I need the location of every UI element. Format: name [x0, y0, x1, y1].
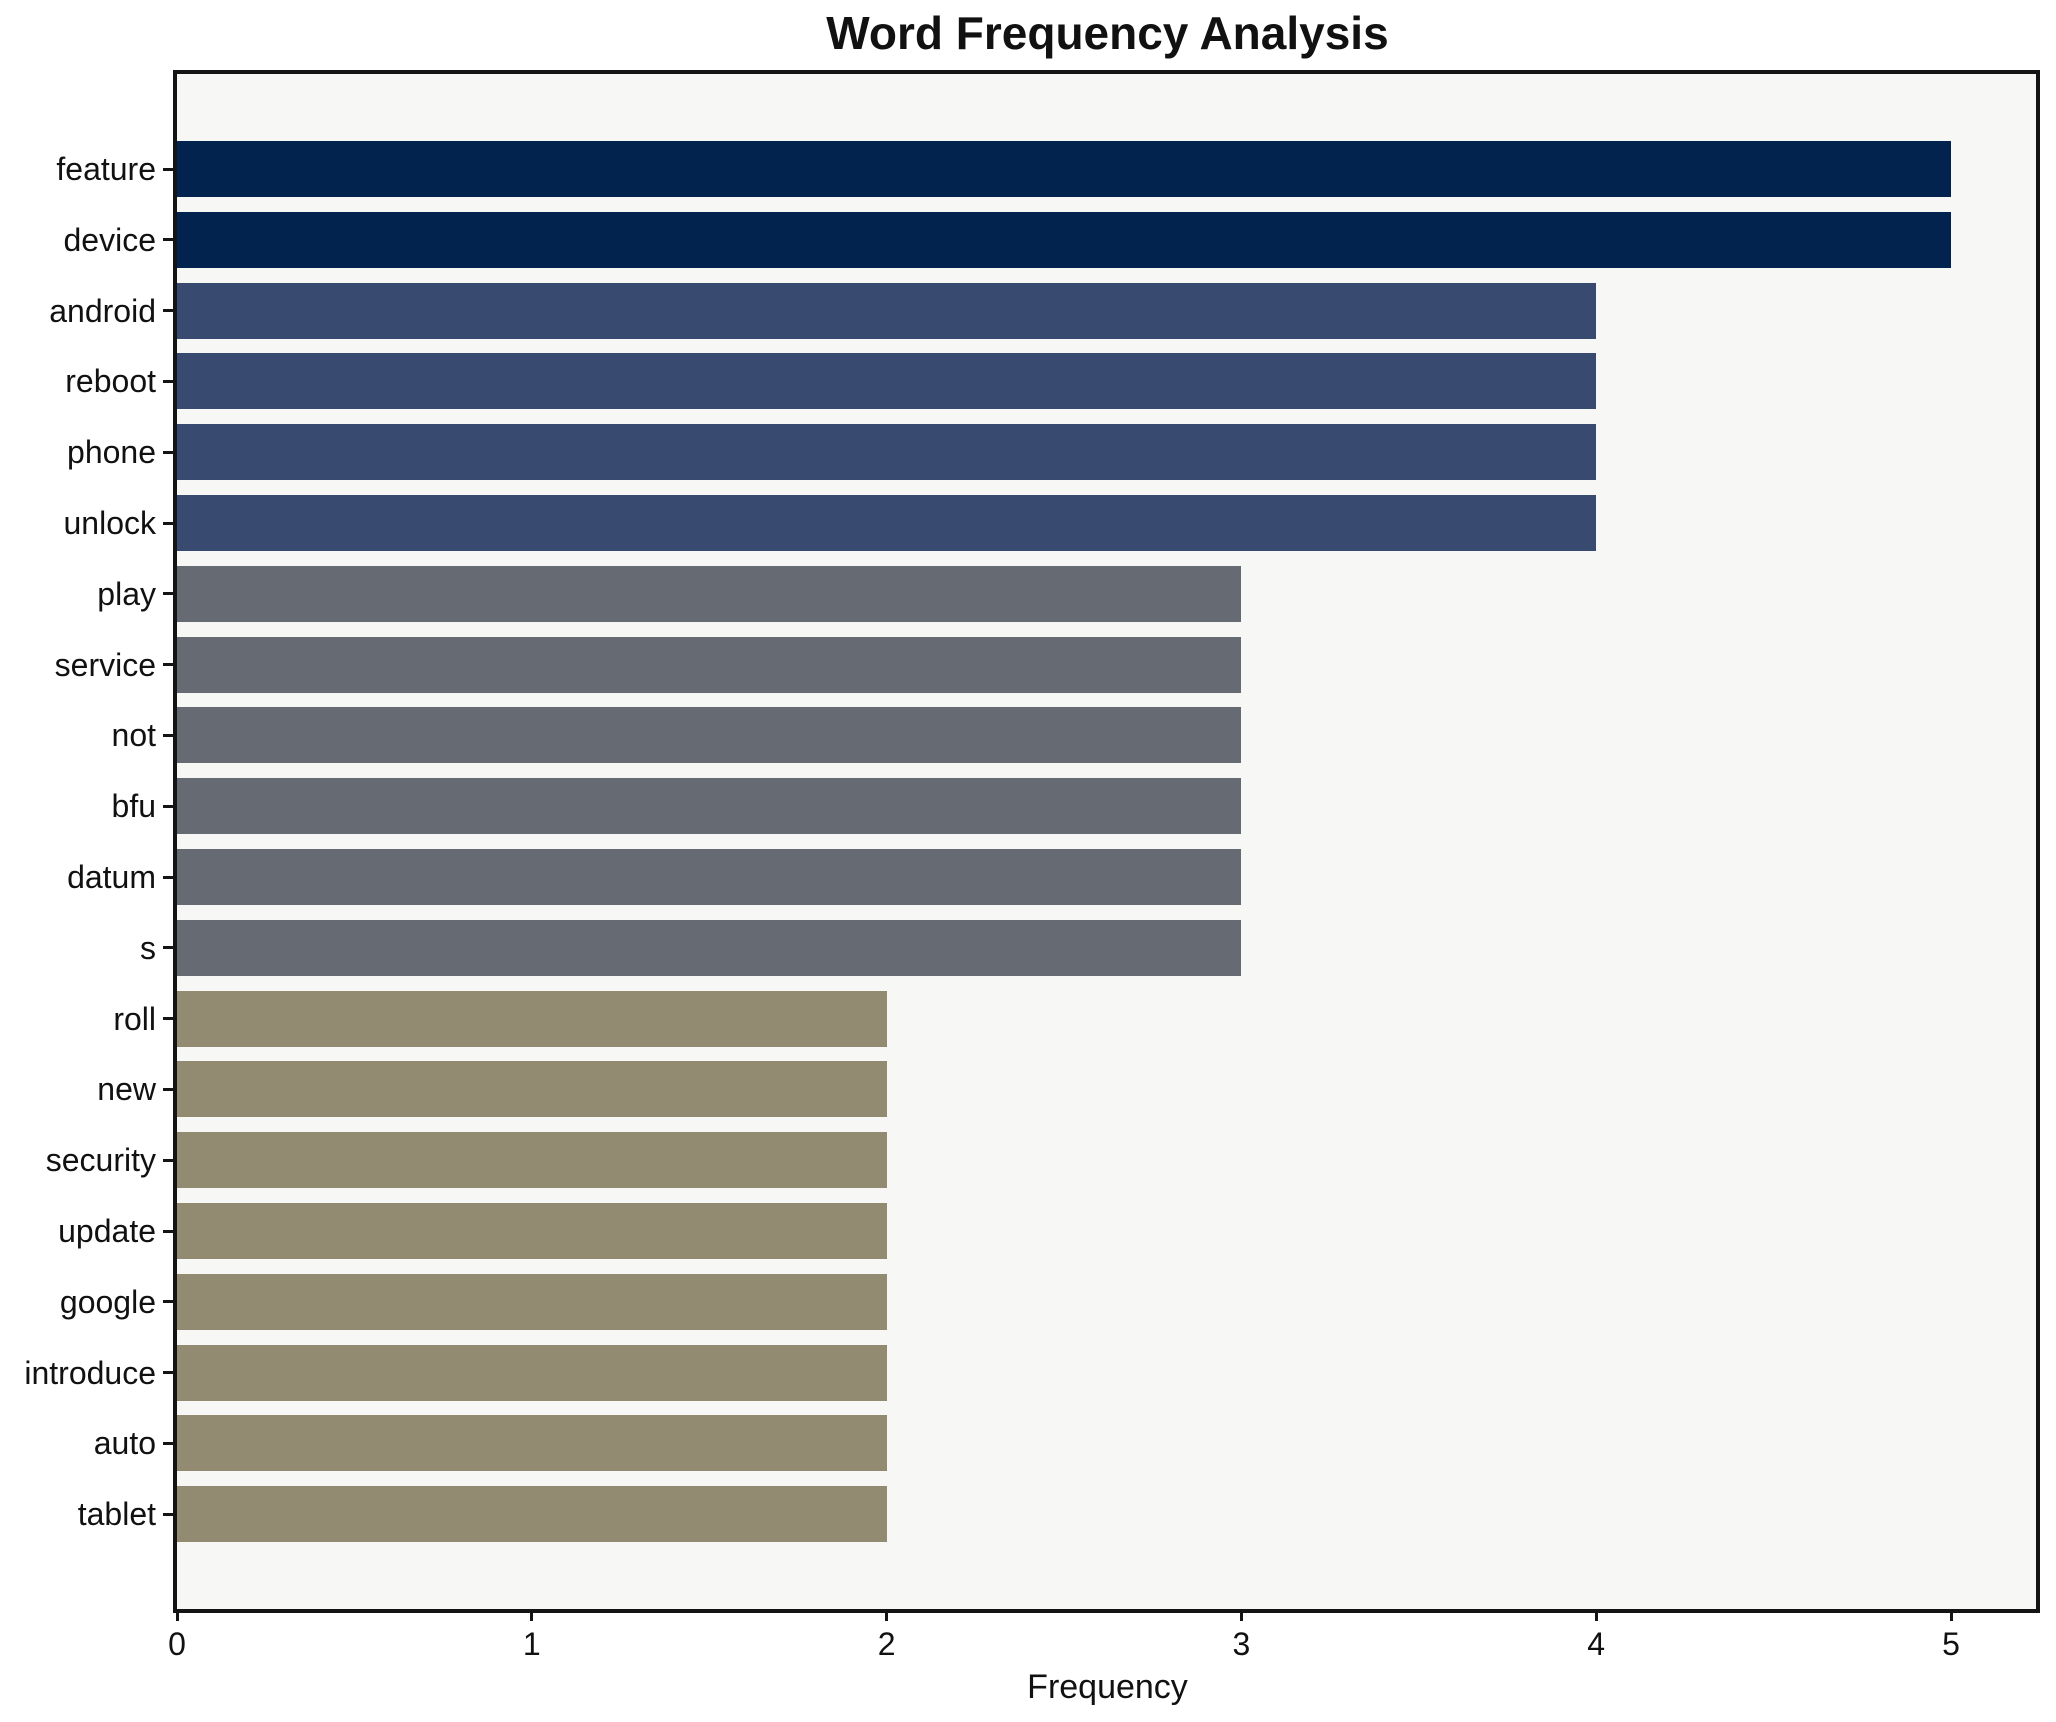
bar [177, 565, 1242, 622]
y-tick-label: datum [67, 859, 156, 895]
bar [177, 282, 1597, 339]
bar [177, 919, 1242, 976]
y-tick-label: reboot [65, 363, 156, 400]
bar [177, 1203, 887, 1259]
y-tick-label: not [111, 717, 156, 754]
y-tick-label: device [63, 221, 157, 258]
bar [177, 211, 1951, 268]
y-tick-mark [163, 309, 173, 313]
y-tick-mark [163, 521, 173, 525]
y-tick-mark [163, 1300, 173, 1304]
y-tick-mark [163, 663, 173, 667]
y-tick-label: tablet [77, 1496, 156, 1533]
y-tick-label: s [140, 929, 156, 966]
x-tick-mark [530, 1609, 534, 1621]
y-tick-label: google [59, 1283, 156, 1320]
y-tick-label: roll [113, 1000, 156, 1037]
y-tick-mark [163, 1087, 173, 1091]
y-tick-mark [163, 1371, 173, 1375]
y-tick-mark [163, 875, 173, 879]
bar [177, 353, 1597, 410]
y-tick-label: new [97, 1071, 156, 1108]
bar [177, 849, 1242, 905]
y-tick-label: bfu [111, 788, 156, 825]
y-tick-mark [163, 804, 173, 808]
x-tick-mark [885, 1609, 889, 1621]
bar [177, 1132, 887, 1189]
x-tick-mark [1239, 1609, 1243, 1621]
x-tick-label: 0 [168, 1626, 186, 1662]
bar [177, 424, 1597, 481]
bar [177, 1273, 887, 1330]
y-tick-mark [163, 379, 173, 383]
x-axis-label: Frequency [1027, 1668, 1188, 1706]
y-tick-mark [163, 592, 173, 596]
y-tick-mark [163, 1512, 173, 1516]
y-tick-label: update [58, 1213, 156, 1249]
y-tick-label: unlock [63, 505, 157, 541]
y-tick-mark [163, 238, 173, 242]
y-tick-mark [163, 450, 173, 454]
x-tick-label: 5 [1942, 1626, 1960, 1662]
y-tick-mark [163, 1441, 173, 1445]
plot-area [173, 70, 2040, 1613]
y-tick-mark [163, 1158, 173, 1162]
y-tick-label: service [54, 646, 156, 683]
x-tick-label: 1 [522, 1626, 541, 1662]
x-tick-label: 2 [877, 1626, 896, 1662]
x-tick-mark [1949, 1609, 1953, 1621]
y-tick-label: introduce [24, 1354, 156, 1391]
y-tick-mark [163, 167, 173, 171]
bar [177, 636, 1242, 693]
bar [177, 495, 1597, 551]
y-tick-label: play [97, 575, 156, 612]
bar [177, 990, 887, 1047]
bar [177, 1344, 887, 1401]
bar [177, 1061, 887, 1118]
bar [177, 141, 1951, 197]
y-tick-label: feature [56, 151, 156, 187]
y-tick-label: android [49, 292, 156, 329]
y-tick-mark [163, 1017, 173, 1021]
y-tick-label: security [45, 1142, 156, 1179]
bar [177, 778, 1242, 835]
bar [177, 1486, 887, 1543]
y-tick-label: phone [67, 434, 156, 471]
x-tick-label: 3 [1232, 1626, 1251, 1662]
chart-title: Word Frequency Analysis [826, 7, 1389, 59]
y-tick-mark [163, 1229, 173, 1233]
x-tick-mark [175, 1609, 179, 1621]
y-tick-mark [163, 946, 173, 950]
x-tick-mark [1594, 1609, 1598, 1621]
y-tick-label: auto [93, 1425, 156, 1462]
x-tick-label: 4 [1587, 1626, 1606, 1662]
bar [177, 707, 1242, 764]
y-tick-mark [163, 733, 173, 737]
bar [177, 1415, 887, 1472]
